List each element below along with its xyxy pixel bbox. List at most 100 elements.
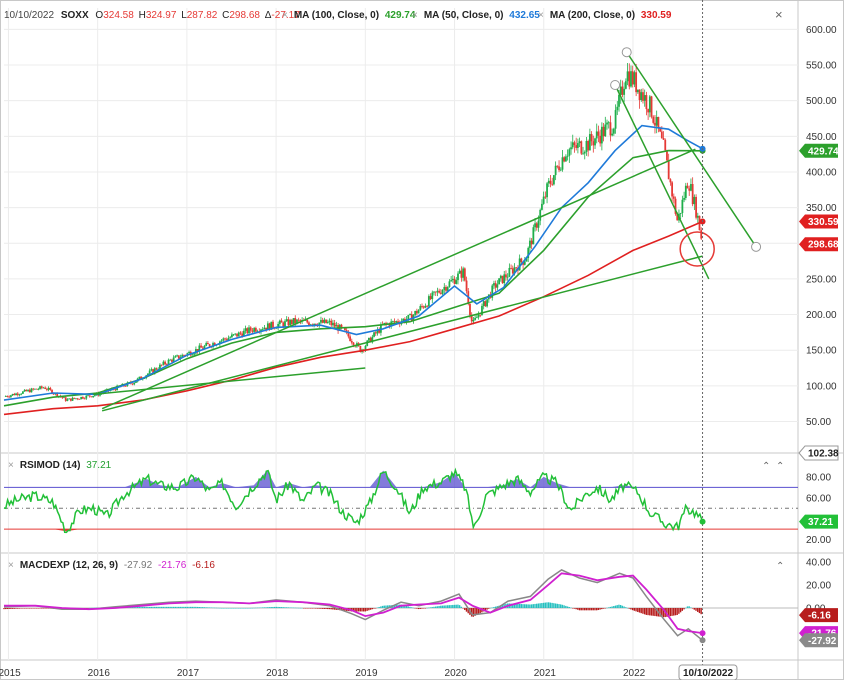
macd-histogram-bar <box>17 608 19 609</box>
macd-histogram-bar <box>308 608 310 609</box>
candle-body <box>636 89 639 93</box>
candle-body <box>587 140 590 151</box>
macd-histogram-bar <box>477 608 480 615</box>
candle-body <box>690 184 692 191</box>
macd-histogram-bar <box>673 608 675 616</box>
expand-icon[interactable]: ⌃ <box>776 461 784 472</box>
macd-histogram-bar <box>157 606 159 608</box>
macd-histogram-bar <box>203 607 206 608</box>
macd-histogram-bar <box>453 604 456 608</box>
collapse-icon[interactable]: ⌃ <box>762 461 770 472</box>
candle-body <box>582 153 584 155</box>
ma200-price-tag: 330.59 <box>799 214 839 229</box>
macd-histogram-bar <box>159 606 161 608</box>
rsi-overbought-fill <box>4 470 703 488</box>
macd-histogram-bar <box>404 605 406 608</box>
macd-histogram-bar <box>595 608 598 611</box>
candle-body <box>525 258 528 262</box>
candle-body <box>268 323 271 330</box>
candle-body <box>224 338 226 340</box>
macd-histogram-bar <box>573 608 576 609</box>
candle-body <box>374 332 377 334</box>
macd-histogram-bar <box>244 608 247 609</box>
candle-body <box>18 394 21 396</box>
candle-body <box>254 328 257 332</box>
macd-hist-tag-shape <box>799 608 838 623</box>
candle-body <box>56 392 59 397</box>
candle-body <box>600 126 603 144</box>
macd-histogram-bar <box>433 606 435 608</box>
ma100-price-tag: 429.74 <box>799 143 839 158</box>
macd-histogram-bar <box>219 607 221 609</box>
macd-histogram-bar <box>458 605 461 608</box>
macd-histogram-bar <box>578 608 581 611</box>
macd-histogram-bar <box>364 608 367 612</box>
macd-histogram-bar <box>409 606 411 608</box>
macd-histogram-bar <box>606 607 608 609</box>
candle-body <box>266 323 269 330</box>
macd-histogram-bar <box>229 608 231 609</box>
macd-histogram-bar <box>436 606 439 608</box>
candle-body <box>150 369 153 371</box>
candle-body <box>265 327 268 330</box>
macd-histogram-bar <box>366 608 368 611</box>
macd-histogram-bar <box>135 606 137 608</box>
candle-body <box>32 388 35 390</box>
candle-body <box>407 314 410 320</box>
candle-body <box>624 81 627 89</box>
candle-body <box>176 355 178 357</box>
candle-body <box>679 213 682 214</box>
macd-line-tag-text: -27.92 <box>808 636 837 647</box>
candle-body <box>148 370 151 374</box>
expand-icon[interactable]: ⌃ <box>776 561 784 572</box>
x-tick-label: 2018 <box>266 668 289 679</box>
close-icon[interactable]: × <box>775 7 783 22</box>
candle-body <box>40 386 43 388</box>
candle-body <box>344 327 346 331</box>
candle-body <box>631 71 634 85</box>
candle-body <box>326 321 329 324</box>
candle-body <box>475 317 478 319</box>
candle-body <box>647 109 650 113</box>
macd-histogram-bar <box>489 607 492 609</box>
macd-histogram-bar <box>369 608 372 610</box>
candle-body <box>330 320 333 326</box>
candle-body <box>63 397 65 399</box>
candle-body <box>409 314 411 315</box>
candle-body <box>604 124 607 137</box>
macd-histogram-bar <box>354 608 356 612</box>
macd-histogram-bar <box>666 608 668 617</box>
macd-histogram-bar <box>325 608 327 609</box>
macd-histogram-bar <box>407 606 409 608</box>
macd-histogram-bar <box>570 607 572 609</box>
candle-body <box>64 397 67 401</box>
macd-histogram-bar <box>340 608 343 611</box>
candle-body <box>244 328 247 331</box>
candle-body <box>650 96 653 117</box>
candle-body <box>633 72 636 85</box>
candle-body <box>213 343 216 346</box>
candle-body <box>378 329 381 333</box>
candle-body <box>201 347 204 349</box>
macd-histogram-bar <box>376 607 379 609</box>
macd-histogram-bar <box>373 608 375 609</box>
candle-body <box>44 387 47 389</box>
macd-histogram-bar <box>280 607 283 608</box>
macd-histogram-bar <box>23 608 26 609</box>
candle-body <box>511 268 514 274</box>
macd-histogram-bar <box>431 607 433 608</box>
macd-histogram-bar <box>518 603 521 608</box>
candle-body <box>284 321 286 327</box>
candle-body <box>167 359 170 365</box>
axis-labels: 50.00100.00150.00200.00250.00300.00350.0… <box>0 25 837 679</box>
macd-histogram-bar <box>484 608 487 611</box>
macd-histogram-bar <box>496 606 499 608</box>
macd-histogram-bar <box>313 608 315 609</box>
macd-histogram-bar <box>11 608 14 609</box>
candle-body <box>621 86 624 95</box>
candle-body <box>61 396 64 398</box>
macd-histogram-bar <box>488 608 490 609</box>
macd-histogram-bar <box>575 608 577 610</box>
macd-legend: × MACDEXP (12, 26, 9) -27.92 -21.76 -6.16 <box>8 560 215 571</box>
